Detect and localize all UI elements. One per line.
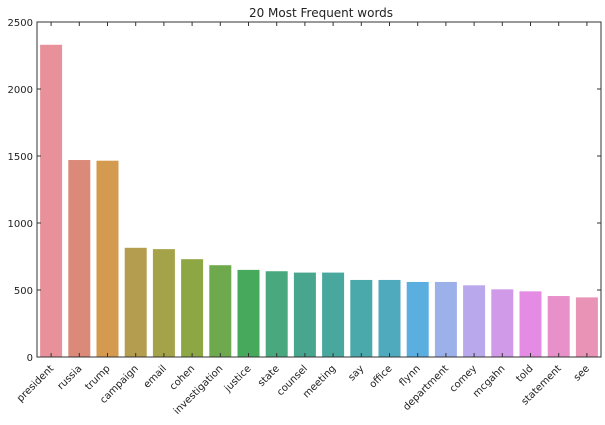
x-tick-label-see: see [572, 363, 592, 383]
x-tick-label-say: say [346, 363, 366, 383]
bar-see [575, 297, 598, 357]
bar-investigation [209, 265, 232, 357]
bar-state [265, 271, 288, 357]
bar-justice [237, 269, 260, 357]
x-tick-label-investigation: investigation [172, 363, 226, 417]
y-tick-label: 500 [14, 286, 33, 297]
bar-counsel [293, 272, 316, 357]
y-tick-label: 2000 [8, 85, 33, 96]
chart-title: 20 Most Frequent words [249, 6, 393, 20]
bar-office [378, 279, 401, 357]
bar-meeting [322, 272, 345, 357]
plot-frame [36, 21, 602, 358]
bar-email [152, 249, 175, 357]
y-tick-label: 1000 [8, 219, 33, 230]
x-tick-label-state: state [256, 363, 282, 389]
x-tick-label-told: told [514, 363, 535, 384]
x-tick-label-justice: justice [222, 363, 254, 395]
bar-trump [96, 160, 119, 357]
x-tick-label-president: president [15, 363, 56, 404]
x-tick-label-office: office [367, 363, 394, 390]
bar-cohen [181, 259, 204, 357]
bar-told [519, 291, 542, 357]
bar-president [40, 44, 63, 357]
bar-say [350, 279, 373, 357]
bar-statement [547, 296, 570, 357]
x-tick-label-email: email [142, 363, 169, 390]
bar-russia [68, 160, 91, 357]
bar-department [434, 281, 457, 357]
bar-flynn [406, 281, 429, 357]
x-tick-label-russia: russia [56, 363, 85, 392]
bar-mcgahn [491, 289, 514, 357]
bar-campaign [124, 247, 147, 357]
y-tick-label: 0 [27, 353, 33, 364]
y-tick-label: 2500 [8, 18, 33, 29]
bar-comey [463, 285, 486, 357]
bars-group [40, 44, 598, 357]
y-tick-label: 1500 [8, 152, 33, 163]
x-tick-label-flynn: flynn [397, 363, 422, 388]
